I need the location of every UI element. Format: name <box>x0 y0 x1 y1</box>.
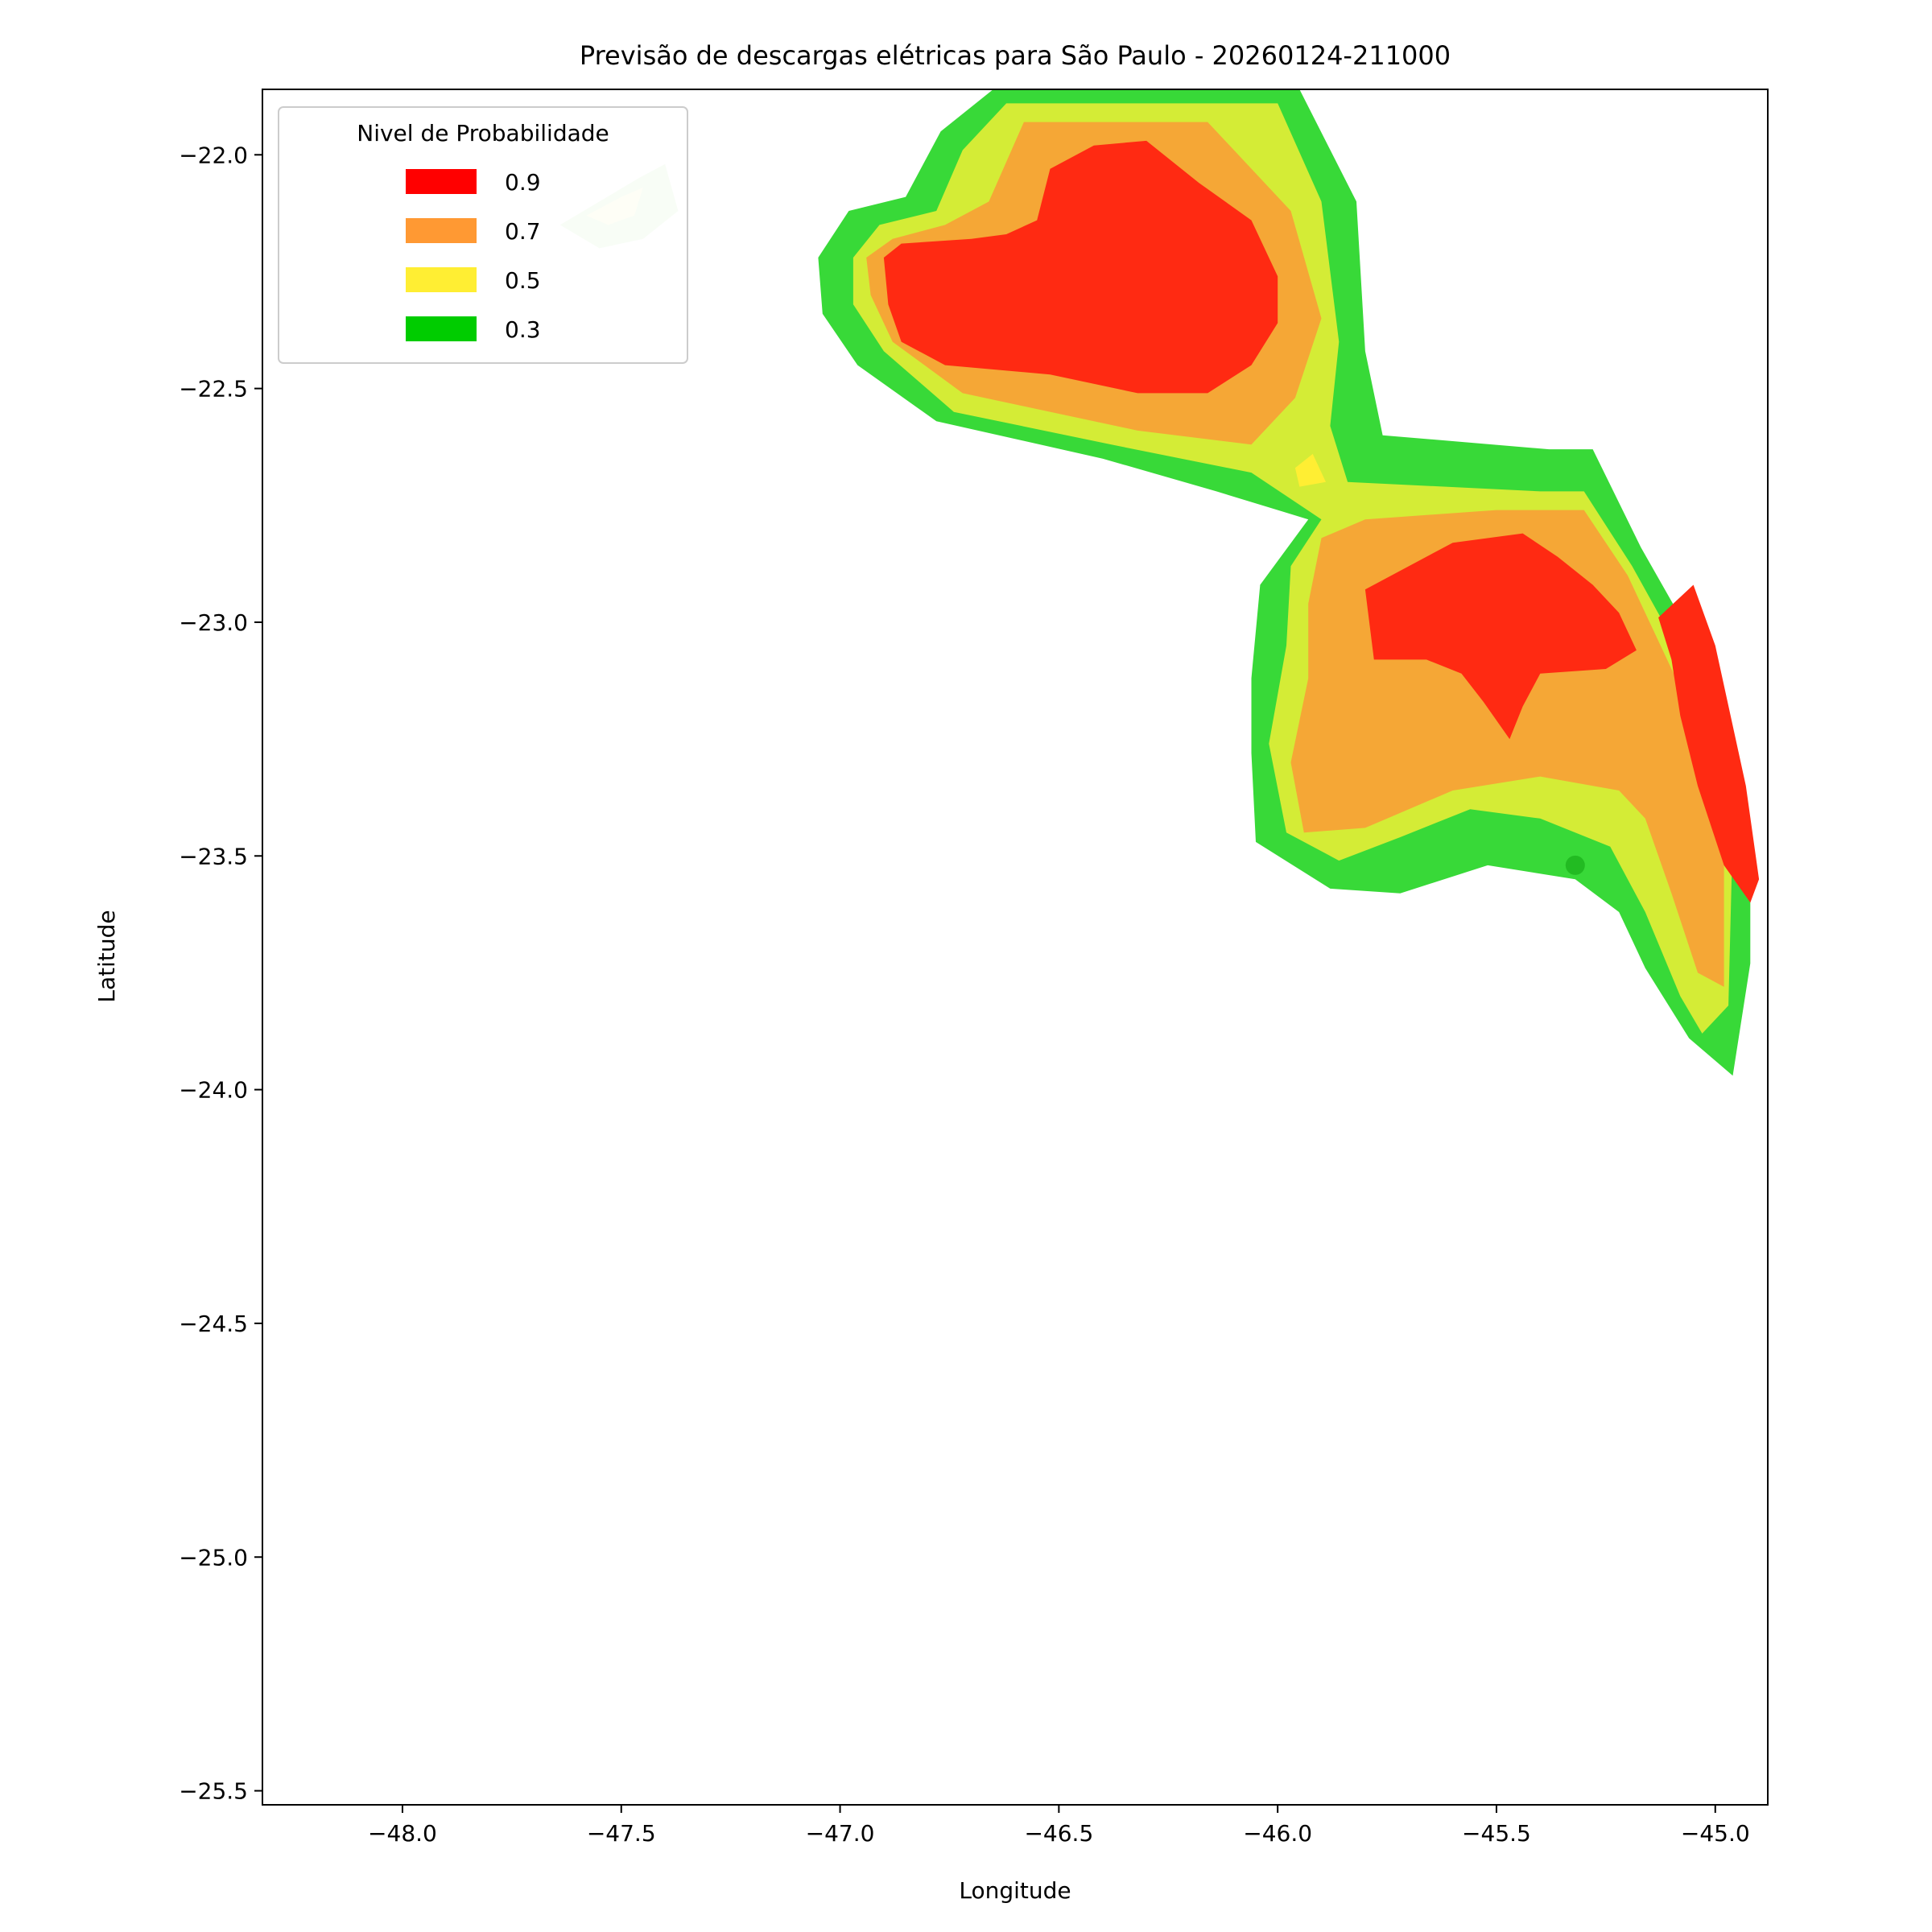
y-tick-label: −23.5 <box>179 843 248 869</box>
legend-swatch-0.3 <box>406 316 477 341</box>
y-tick-label: −23.0 <box>179 609 248 636</box>
legend-label-0.5: 0.5 <box>505 267 541 294</box>
x-tick-label: −45.5 <box>1462 1820 1531 1847</box>
legend: Nivel de Probabilidade 0.9 0.7 0.5 0.3 <box>278 106 688 364</box>
legend-box <box>278 106 688 364</box>
y-axis-ticks: −22.0 −22.5 −23.0 −23.5 −24.0 −24.5 −25.0 −25.5 <box>179 142 262 1805</box>
y-tick-label: −22.0 <box>179 142 248 168</box>
x-axis-ticks: −48.0 −47.5 −47.0 −46.5 −46.0 −45.5 −45.0 <box>368 1805 1750 1847</box>
plot-frame <box>262 89 1769 1806</box>
x-tick-label: −45.0 <box>1681 1820 1750 1847</box>
y-axis-label: Latitude <box>93 910 120 1002</box>
probability-region-0.5-2-0 <box>1294 453 1326 487</box>
contour-layers <box>559 89 1760 1076</box>
probability-region-0.9-4-0 <box>883 140 1278 394</box>
chart-title: Previsão de descargas elétricas para São… <box>580 40 1451 71</box>
legend-swatch-0.5 <box>406 267 477 292</box>
y-tick-label: −25.0 <box>179 1544 248 1571</box>
legend-label-0.7: 0.7 <box>505 218 541 245</box>
y-tick-label: −24.5 <box>179 1311 248 1337</box>
x-tick-label: −47.5 <box>587 1820 656 1847</box>
y-tick-label: −24.0 <box>179 1077 248 1104</box>
x-tick-label: −46.0 <box>1243 1820 1312 1847</box>
probability-region-0.9-4-1 <box>1364 533 1637 740</box>
x-tick-label: −46.5 <box>1024 1820 1093 1847</box>
x-tick-label: −48.0 <box>368 1820 437 1847</box>
x-axis-label: Longitude <box>959 1877 1071 1904</box>
y-tick-label: −22.5 <box>179 376 248 402</box>
probability-region-0.9-4-2 <box>1658 584 1760 903</box>
legend-swatch-0.9 <box>406 169 477 194</box>
y-tick-label: −25.5 <box>179 1778 248 1805</box>
legend-label-0.9: 0.9 <box>505 169 541 196</box>
legend-title: Nivel de Probabilidade <box>357 120 609 147</box>
legend-label-0.3: 0.3 <box>505 316 541 343</box>
legend-swatch-0.7 <box>406 218 477 243</box>
x-tick-label: −47.0 <box>806 1820 875 1847</box>
location-marker <box>1565 855 1585 875</box>
